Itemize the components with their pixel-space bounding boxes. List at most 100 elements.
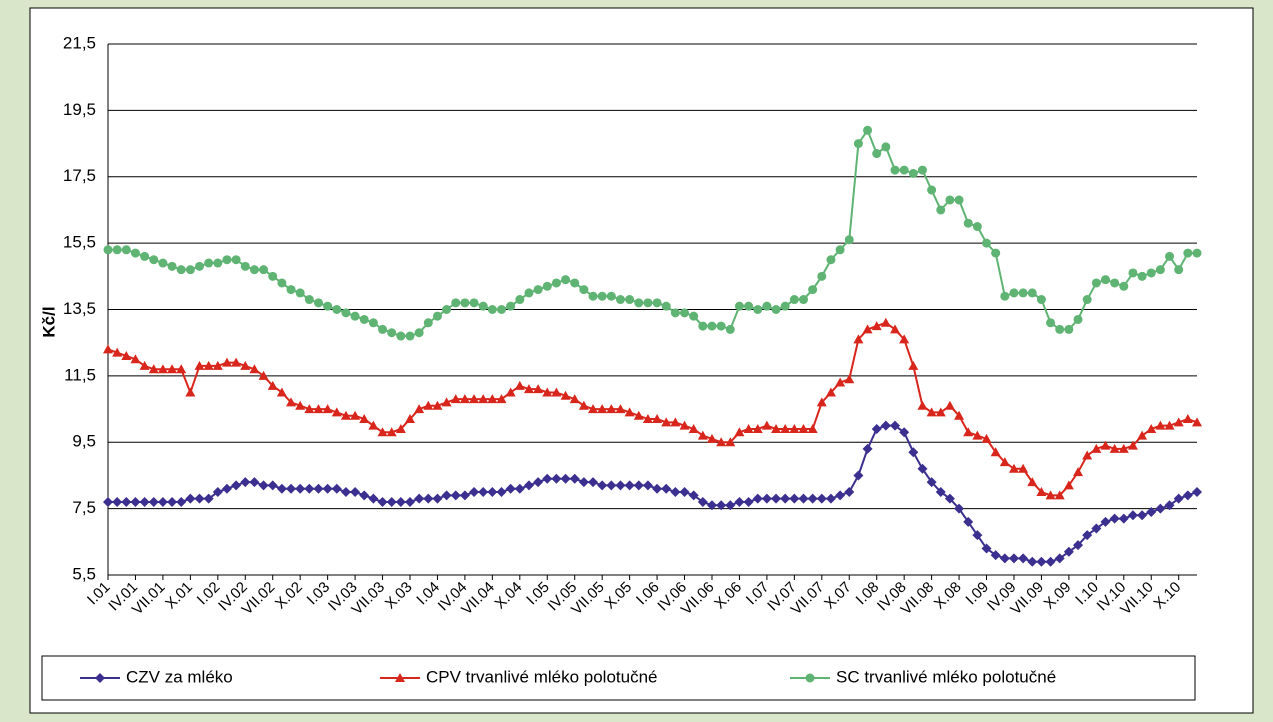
data-point <box>1008 553 1019 564</box>
data-point <box>1100 275 1110 285</box>
data-point <box>432 493 443 504</box>
data-point <box>670 417 681 427</box>
data-point <box>323 301 333 311</box>
data-point <box>725 437 736 447</box>
y-tick-label: 5,5 <box>72 564 96 583</box>
data-point <box>1082 530 1093 541</box>
data-point <box>1164 420 1175 430</box>
data-point <box>917 463 928 474</box>
data-point <box>514 483 525 494</box>
data-point <box>789 295 799 305</box>
data-point <box>1127 440 1138 450</box>
data-point <box>1128 268 1138 278</box>
data-point <box>497 305 507 314</box>
data-point <box>459 394 470 404</box>
data-point <box>871 321 882 331</box>
data-point <box>221 357 232 367</box>
legend-label: CZV za mléko <box>126 667 233 686</box>
data-point <box>642 414 653 424</box>
data-point <box>1082 450 1093 460</box>
data-point <box>551 473 562 484</box>
data-point <box>1146 268 1156 278</box>
data-point <box>569 394 580 404</box>
data-point <box>176 364 187 374</box>
data-point <box>267 380 278 390</box>
data-point <box>981 543 992 554</box>
data-point <box>890 324 901 334</box>
data-point <box>304 483 315 494</box>
data-point <box>459 490 470 501</box>
data-point <box>954 503 965 514</box>
data-point <box>917 400 928 410</box>
data-point <box>340 410 351 420</box>
data-point <box>1155 265 1165 275</box>
data-point <box>1155 503 1166 514</box>
data-point <box>697 430 708 440</box>
data-point <box>203 493 214 504</box>
data-point <box>652 483 663 494</box>
data-point <box>1110 278 1120 288</box>
data-point <box>725 324 735 334</box>
data-point <box>1063 480 1074 490</box>
data-point <box>1008 463 1019 473</box>
data-point <box>642 480 653 491</box>
data-point <box>578 400 589 410</box>
data-point <box>1118 443 1129 453</box>
data-point <box>469 487 480 498</box>
legend-marker <box>95 673 105 683</box>
data-point <box>423 400 434 410</box>
data-point <box>396 331 406 341</box>
data-point <box>670 308 680 318</box>
data-point <box>899 165 909 175</box>
data-point <box>597 291 607 301</box>
data-point <box>625 295 635 305</box>
data-point <box>442 305 452 314</box>
data-point <box>322 404 333 414</box>
data-point <box>423 493 434 504</box>
data-point <box>130 496 141 507</box>
data-point <box>505 387 516 397</box>
data-point <box>533 285 543 295</box>
data-point <box>203 360 214 370</box>
data-point <box>1073 314 1083 324</box>
data-point <box>1018 463 1029 473</box>
data-point <box>1073 467 1084 477</box>
data-point <box>844 235 854 245</box>
data-point <box>771 305 781 314</box>
data-point <box>798 423 809 433</box>
data-point <box>908 360 919 370</box>
data-point <box>606 480 617 491</box>
data-point <box>112 496 123 507</box>
data-point <box>542 387 553 397</box>
data-point <box>561 275 571 285</box>
data-point <box>404 496 415 507</box>
data-point <box>1137 430 1148 440</box>
data-point <box>405 331 415 341</box>
data-point <box>1192 487 1202 498</box>
data-point <box>112 245 122 255</box>
data-point <box>899 427 910 438</box>
data-point <box>478 301 488 311</box>
data-point <box>1100 516 1111 527</box>
data-point <box>112 347 123 357</box>
data-point <box>588 477 599 488</box>
data-point <box>871 423 882 434</box>
data-point <box>880 420 891 431</box>
data-point <box>954 195 964 205</box>
y-tick-label: 15,5 <box>63 233 96 252</box>
data-point <box>807 493 818 504</box>
data-point <box>908 447 919 458</box>
data-point <box>496 394 507 404</box>
data-point <box>103 496 113 507</box>
data-point <box>249 364 260 374</box>
y-tick-label: 21,5 <box>63 33 96 52</box>
data-point <box>350 410 361 420</box>
data-point <box>789 493 800 504</box>
legend-marker <box>395 673 405 682</box>
data-point <box>404 414 415 424</box>
data-point <box>680 308 690 318</box>
data-point <box>716 321 726 331</box>
data-point <box>606 291 616 301</box>
data-point <box>752 423 763 433</box>
data-point <box>926 477 937 488</box>
